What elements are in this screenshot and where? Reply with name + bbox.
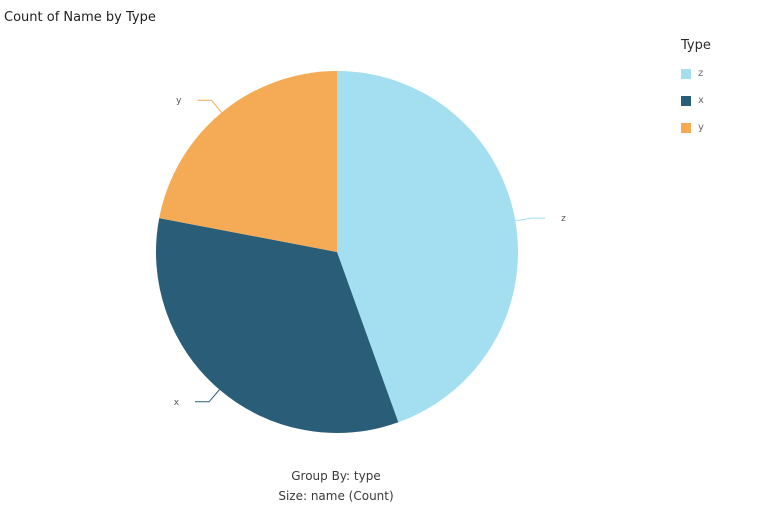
pie-slice-x[interactable] xyxy=(156,218,399,434)
pie-chart: z x y xyxy=(156,71,566,434)
chart-footer: Group By: type Size: name (Count) xyxy=(0,466,672,506)
legend-label: y xyxy=(698,122,704,133)
pie-slice-y[interactable] xyxy=(159,71,337,252)
legend-label: z xyxy=(698,68,704,79)
pie-label-z: z xyxy=(561,214,566,224)
pie-leader-line-y xyxy=(197,99,223,113)
legend-item-y[interactable]: y xyxy=(681,121,711,134)
chart-title: Count of Name by Type xyxy=(4,10,156,25)
legend-swatch xyxy=(681,68,691,79)
group-by-label: Group By: type xyxy=(291,469,381,483)
size-label: Size: name (Count) xyxy=(278,489,394,503)
legend-item-z[interactable]: z xyxy=(681,67,711,80)
legend-title: Type xyxy=(681,38,711,53)
pie-leader-line-z xyxy=(515,217,546,222)
legend-item-x[interactable]: x xyxy=(681,94,711,107)
legend-swatch xyxy=(681,122,691,133)
pie-slice-z[interactable] xyxy=(337,71,519,423)
pie-leader-line-x xyxy=(195,389,220,403)
pie-label-x: x xyxy=(174,398,180,408)
legend: Type z x y xyxy=(681,38,711,148)
legend-label: x xyxy=(698,95,704,106)
legend-swatch xyxy=(681,95,691,106)
pie-label-y: y xyxy=(176,96,182,106)
